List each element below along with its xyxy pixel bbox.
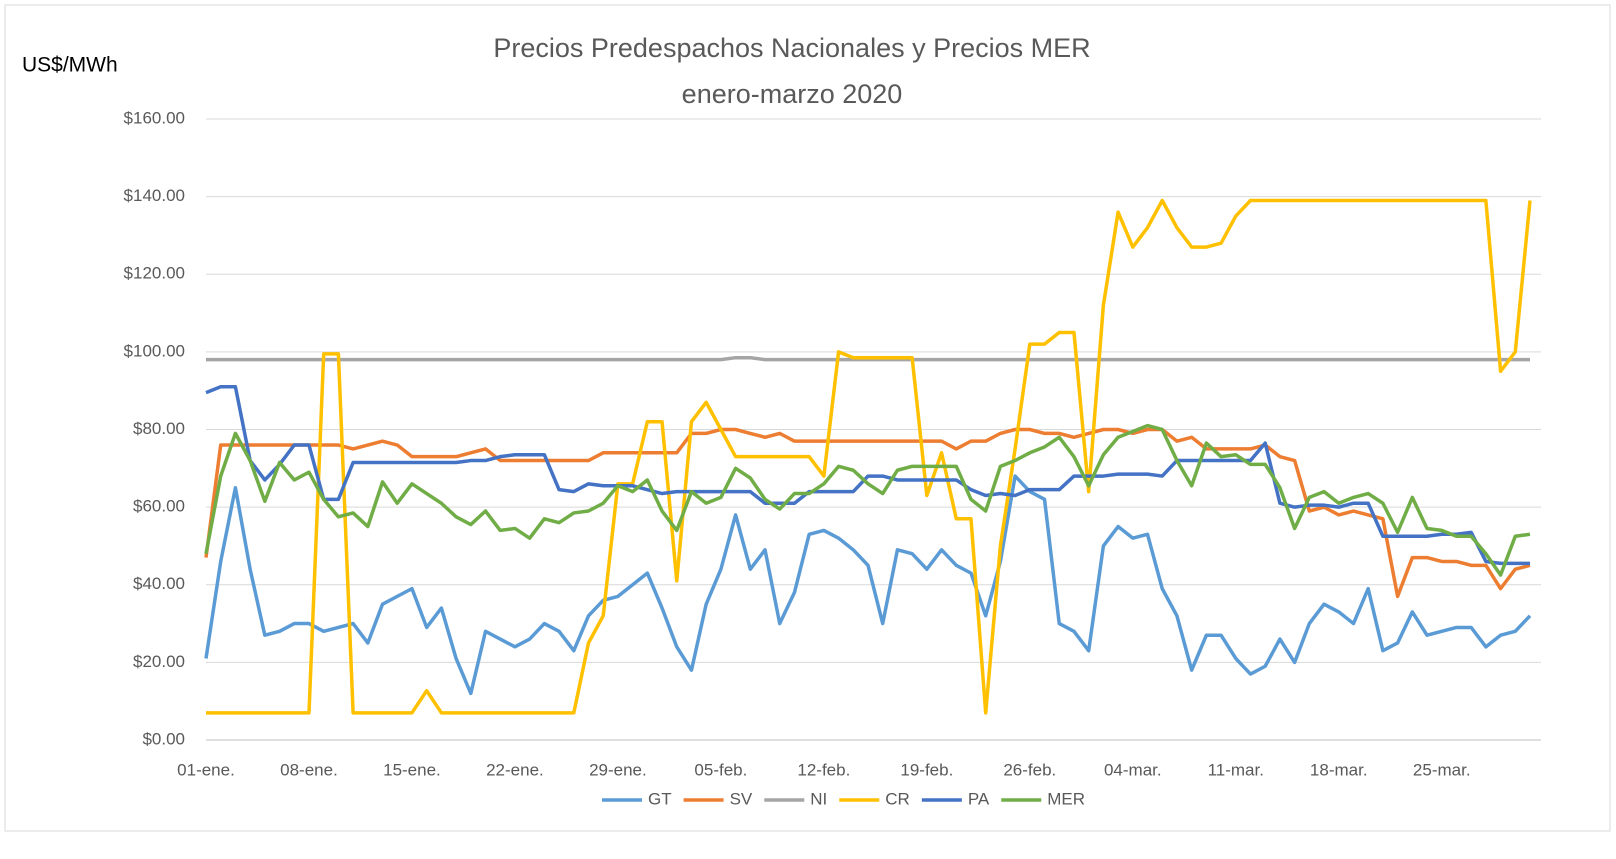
x-tick-label: 05-feb. (694, 760, 747, 779)
x-tick-label: 12-feb. (797, 760, 850, 779)
series-line (206, 355, 1530, 362)
legend-label: PA (968, 789, 990, 808)
x-tick-label: 22-ene. (486, 760, 544, 779)
x-tick-label: 26-feb. (1003, 760, 1056, 779)
x-tick-label: 01-ene. (177, 760, 235, 779)
x-tick-label: 11-mar. (1208, 760, 1264, 779)
x-tick-label: 18-mar. (1310, 760, 1368, 779)
x-tick-label: 15-ene. (383, 760, 441, 779)
y-tick-label: $40.00 (133, 574, 185, 593)
legend-label: SV (730, 789, 753, 808)
x-tick-label: 29-ene. (589, 760, 647, 779)
y-tick-label: $160.00 (124, 108, 185, 127)
y-tick-label: $100.00 (124, 341, 185, 360)
y-tick-label: $120.00 (124, 264, 185, 283)
chart-subtitle: enero-marzo 2020 (682, 79, 903, 109)
y-tick-label: $140.00 (124, 186, 185, 205)
y-tick-label: $20.00 (133, 652, 185, 671)
x-tick-label: 08-ene. (280, 760, 338, 779)
legend-label: MER (1047, 789, 1085, 808)
series-line (204, 474, 1532, 696)
y-axis-label: US$/MWh (22, 54, 118, 77)
series-line (204, 427, 1531, 599)
chart-title: Precios Predespachos Nacionales y Precio… (493, 33, 1090, 63)
legend-label: CR (885, 789, 910, 808)
legend-label: NI (810, 789, 827, 808)
x-tick-label: 04-mar. (1104, 760, 1162, 779)
series-line (206, 198, 1532, 715)
y-tick-label: $0.00 (142, 729, 185, 748)
x-tick-label: 25-mar. (1413, 760, 1471, 779)
y-tick-label: $60.00 (133, 497, 185, 516)
chart-frame (4, 4, 1611, 832)
x-tick-label: 19-feb. (900, 760, 953, 779)
legend-label: GT (648, 789, 672, 808)
series-line (204, 423, 1531, 577)
series-line (205, 385, 1530, 566)
y-tick-label: $80.00 (133, 419, 185, 438)
